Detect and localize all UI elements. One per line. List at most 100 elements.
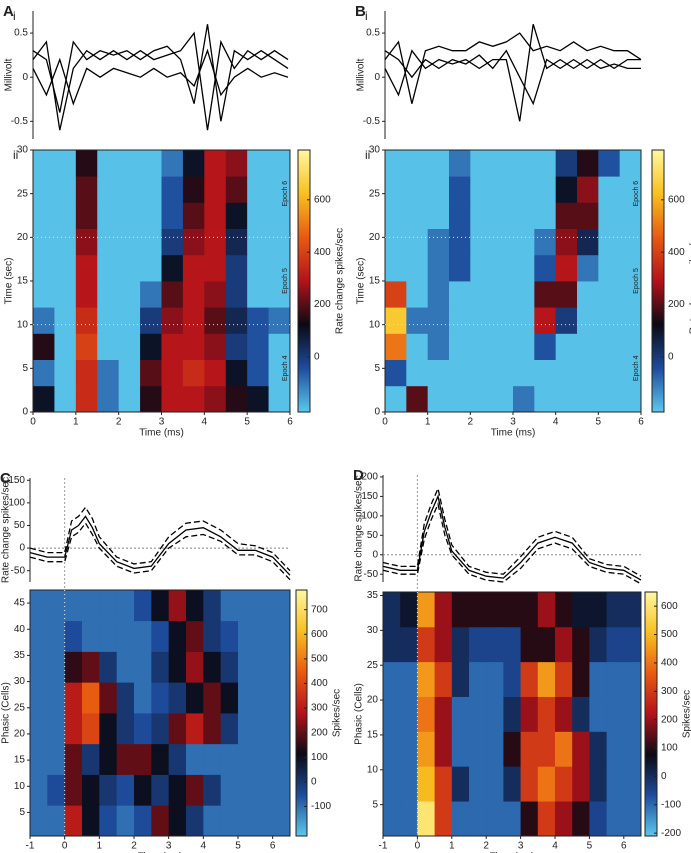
heatmap-cell xyxy=(33,333,55,360)
x-tick-label: 4 xyxy=(552,841,558,852)
heatmap-cell xyxy=(116,713,135,745)
x-tick-label: -1 xyxy=(26,841,35,852)
heatmap-cell xyxy=(161,359,184,387)
heatmap-cell xyxy=(513,228,535,256)
heatmap-cell xyxy=(268,254,291,282)
heatmap-cell xyxy=(255,651,274,683)
y-axis-label: Rate change spikes/sec xyxy=(1,477,12,583)
y-tick-label: 30 xyxy=(17,145,29,156)
heatmap-cell xyxy=(161,150,184,177)
colorbar-tick-label: 600 xyxy=(661,601,678,612)
heatmap-cell xyxy=(383,626,401,663)
heatmap-cell xyxy=(606,592,625,628)
heatmap-cell xyxy=(385,228,407,256)
heatmap-cell xyxy=(268,307,291,334)
colorbar-tick-label: -100 xyxy=(661,799,681,810)
heatmap-cell xyxy=(400,801,418,837)
heatmap-cell xyxy=(406,254,429,282)
y-tick-label: 0 xyxy=(19,543,25,554)
heatmap-cell xyxy=(598,359,621,387)
heatmap-cell xyxy=(537,626,556,663)
plot-frame xyxy=(382,591,642,837)
heatmap-cell xyxy=(134,590,152,622)
heatmap-cell xyxy=(534,176,557,203)
colorbar-tick-label: 500 xyxy=(311,654,328,665)
x-tick-label: 6 xyxy=(287,417,293,428)
heatmap-cell xyxy=(204,202,227,229)
heatmap-cell xyxy=(151,774,170,806)
heatmap-cell xyxy=(534,228,557,256)
heatmap-cell xyxy=(534,281,557,308)
heatmap-cell xyxy=(238,713,256,745)
heatmap-cell xyxy=(255,590,274,622)
heatmap-cell xyxy=(75,228,98,256)
y-tick-label: 0 xyxy=(374,72,380,83)
heatmap-cell xyxy=(619,254,642,282)
x-tick-label: 1 xyxy=(73,417,79,428)
heatmap-cell xyxy=(116,774,135,806)
heatmap-cell xyxy=(203,590,222,622)
heatmap-cell xyxy=(33,254,55,282)
heatmap-cell xyxy=(469,766,487,802)
heatmap-cell xyxy=(134,774,152,806)
heatmap-cell xyxy=(434,731,453,767)
heatmap-cell xyxy=(134,620,152,652)
heatmap-cell xyxy=(255,620,274,652)
heatmap-cell xyxy=(47,805,66,837)
heatmap-cell xyxy=(434,626,453,663)
heatmap-cell xyxy=(116,682,135,714)
heatmap-cell xyxy=(140,150,162,177)
heatmap-cell xyxy=(116,743,135,775)
y-tick-label: 15 xyxy=(17,276,29,287)
heatmap-cell xyxy=(161,254,184,282)
y-axis-label: Millivolt xyxy=(356,58,367,91)
y-tick-label: -0.5 xyxy=(11,116,29,127)
heatmap-cell xyxy=(577,359,599,387)
heatmap-cell xyxy=(491,281,514,308)
heatmap-cell xyxy=(555,150,578,177)
colorbar-tick-label: 400 xyxy=(668,247,685,258)
colorbar xyxy=(295,589,308,837)
heatmap-cell xyxy=(589,766,607,802)
y-tick-label: 40 xyxy=(14,624,26,635)
y-tick-label: -0.5 xyxy=(363,116,381,127)
heatmap-cell xyxy=(238,743,256,775)
heatmap-cell xyxy=(118,228,141,256)
heatmap-cell xyxy=(33,228,55,256)
heatmap-cell xyxy=(606,661,625,697)
heatmap-cell xyxy=(99,805,118,837)
heatmap-cell xyxy=(140,333,162,360)
heatmap-cell xyxy=(161,281,184,308)
heatmap-cell xyxy=(118,307,141,334)
heatmap-cell xyxy=(451,801,470,837)
heatmap-cell xyxy=(33,202,55,229)
heatmap-cell xyxy=(619,228,642,256)
heatmap-cell xyxy=(555,202,578,229)
heatmap-cell xyxy=(203,805,222,837)
heatmap-cell xyxy=(503,661,521,697)
heatmap-cell xyxy=(47,682,66,714)
heatmap-cell xyxy=(220,774,239,806)
heatmap-cell xyxy=(383,696,401,732)
colorbar-tick-label: -100 xyxy=(311,801,331,812)
heatmap-cell xyxy=(469,731,487,767)
heatmap-cell xyxy=(491,307,514,334)
heatmap-cell xyxy=(203,774,222,806)
x-axis-label: Time (ms) xyxy=(138,852,183,853)
heatmap-cell xyxy=(268,150,291,177)
heatmap-cell xyxy=(491,202,514,229)
heatmap-cell xyxy=(47,713,66,745)
series-line xyxy=(382,486,642,577)
heatmap-cell xyxy=(385,307,407,334)
y-tick-label: 5 xyxy=(374,363,380,374)
heatmap-cell xyxy=(118,150,141,177)
y-tick-label: 150 xyxy=(361,491,378,502)
heatmap-cell xyxy=(30,743,48,775)
y-tick-label: 30 xyxy=(14,676,26,687)
epoch-label: Epoch 4 xyxy=(633,355,640,381)
heatmap-cell xyxy=(577,254,599,282)
heatmap-cell xyxy=(555,333,578,360)
heatmap-cell xyxy=(537,801,556,837)
heatmap-cell xyxy=(400,626,418,663)
heatmap-cell xyxy=(64,651,83,683)
